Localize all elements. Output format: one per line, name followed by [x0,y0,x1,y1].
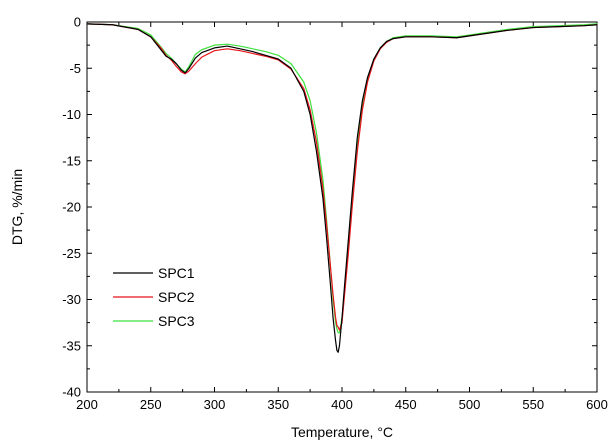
y-tick-label: -30 [62,292,81,307]
y-tick-label: -15 [62,153,81,168]
x-tick-label: 500 [459,397,481,412]
x-tick-label: 450 [395,397,417,412]
x-tick-label: 600 [586,397,608,412]
y-tick-label: 0 [74,15,81,30]
y-axis-title: DTG, %/min [9,169,25,245]
x-tick-label: 300 [204,397,226,412]
y-tick-label: -5 [69,61,81,76]
series-line-spc3 [86,23,598,334]
series-layer [86,23,598,353]
x-tick-label: 250 [140,397,162,412]
x-tick-label: 350 [267,397,289,412]
x-tick-label: 200 [76,397,98,412]
y-tick-label: -35 [62,338,81,353]
legend: SPC1 SPC2 SPC3 [113,265,195,329]
x-tick-label: 550 [522,397,544,412]
x-tick-label: 400 [331,397,353,412]
series-line-spc1 [86,23,598,353]
legend-label-spc2: SPC2 [158,289,195,305]
axes: 200 250 300 350 400 450 500 550 600 0 -5 -10 -15 -20 -… [62,15,608,413]
y-tick-label: -20 [62,200,81,215]
plot-frame [86,21,598,393]
legend-label-spc3: SPC3 [158,313,195,329]
y-tick-label: -40 [62,385,81,400]
series-line-spc2 [86,23,598,331]
y-tick-label: -25 [62,246,81,261]
legend-label-spc1: SPC1 [158,265,195,281]
x-axis-title: Temperature, °C [291,424,393,440]
y-tick-label: -10 [62,107,81,122]
